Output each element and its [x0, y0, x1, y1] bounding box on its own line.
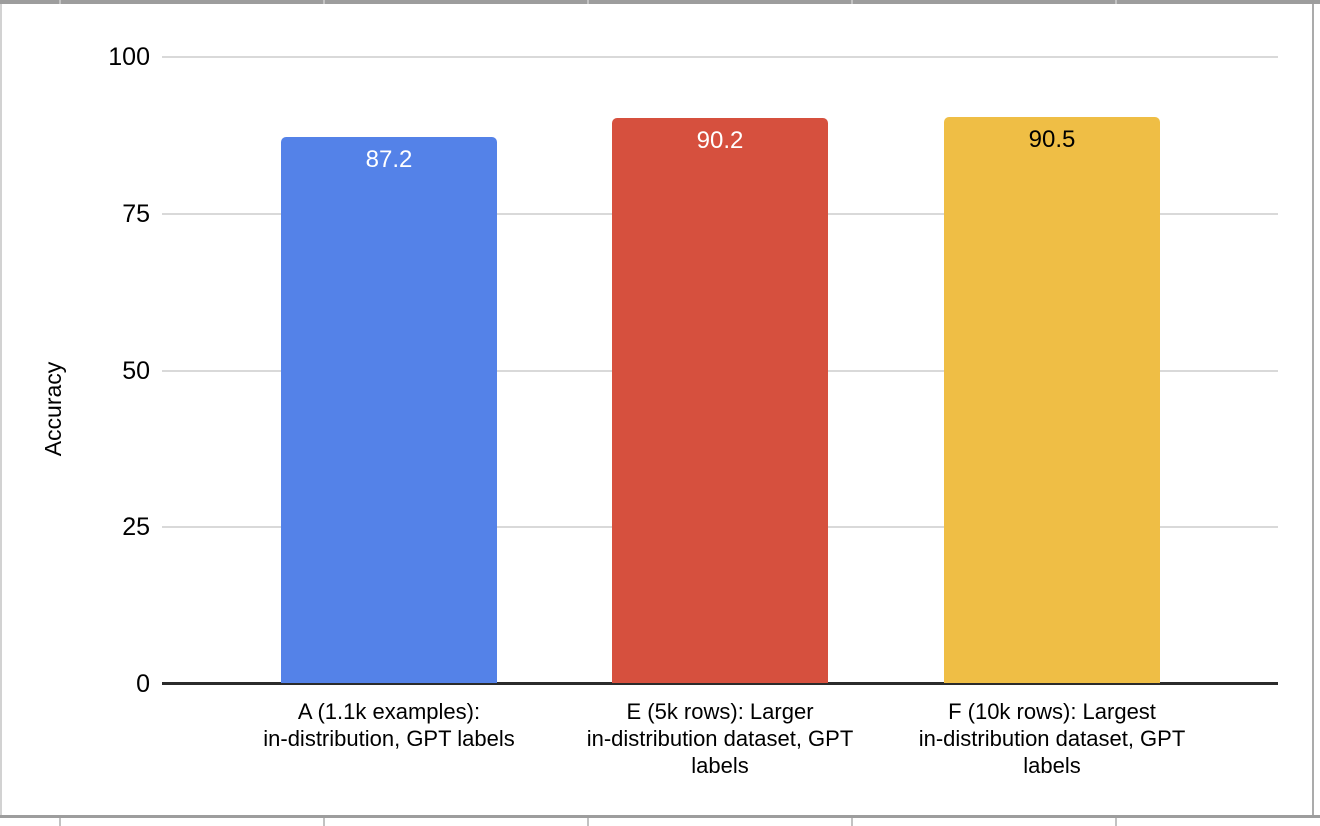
spreadsheet-column-gridline-stub [851, 818, 853, 826]
y-tick-label-0: 0 [136, 670, 150, 698]
bar-value-label-1: 87.2 [365, 146, 413, 173]
spreadsheet-column-gridline-stub [323, 0, 325, 4]
bar-value-label-2: 90.2 [696, 127, 744, 154]
spreadsheet-column-gridline-stub [587, 0, 589, 4]
y-tick-label-50: 50 [122, 357, 150, 385]
y-axis-title: Accuracy [40, 361, 66, 457]
spreadsheet-column-gridline-stub [1115, 818, 1117, 826]
x-category-label-2: E (5k rows): Larger in-distribution data… [586, 699, 854, 778]
spreadsheet-column-gridline-stub [851, 0, 853, 4]
bar-3[interactable] [944, 117, 1160, 683]
x-category-label-3: F (10k rows): Largest in-distribution da… [918, 699, 1186, 778]
spreadsheet-column-gridline-stub [59, 818, 61, 826]
chart-frame-border-bottom [0, 815, 1320, 818]
spreadsheet-column-gridline-stub [59, 0, 61, 4]
gridline-y-100 [162, 56, 1278, 58]
spreadsheet-column-gridline-stub [587, 818, 589, 826]
x-category-label-1: A (1.1k examples): in-distribution, GPT … [263, 699, 515, 751]
bar-1[interactable] [281, 137, 497, 683]
y-tick-label-75: 75 [122, 200, 150, 228]
bar-2[interactable] [612, 118, 828, 683]
spreadsheet-column-gridline-stub [1115, 0, 1117, 4]
x-axis-line [162, 682, 1278, 685]
chart-frame-border-right [1312, 4, 1314, 815]
spreadsheet-column-gridline-stub [323, 818, 325, 826]
chart-frame-border-top [0, 0, 1320, 4]
chart-frame-border-left [0, 4, 2, 815]
bar-value-label-3: 90.5 [1028, 126, 1076, 153]
y-tick-label-100: 100 [108, 43, 150, 71]
y-tick-label-25: 25 [122, 513, 150, 541]
